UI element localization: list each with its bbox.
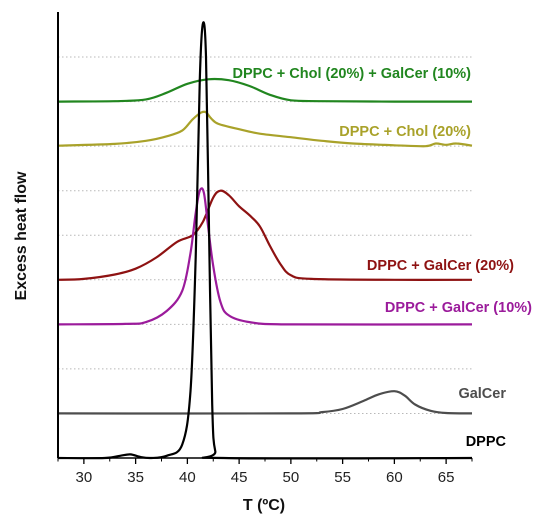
series-line-1 (57, 110, 473, 148)
series-line-3 (57, 187, 473, 326)
x-ticks: 30 35 40 45 50 55 60 65 (57, 458, 473, 486)
x-tick-label: 65 (438, 469, 455, 486)
x-tick-label: 55 (334, 469, 351, 486)
series-line-0 (57, 77, 473, 103)
x-tick-label: 35 (127, 469, 144, 486)
series-label-0: DPPC + Chol (20%) + GalCer (10%) (232, 66, 471, 82)
x-tick-label: 50 (283, 469, 300, 486)
series-labels: DPPC + Chol (20%) + GalCer (10%) DPPC + C… (232, 66, 532, 450)
x-tick-label: 45 (231, 469, 248, 486)
x-tick-label: 40 (179, 469, 196, 486)
x-tick-label: 60 (386, 469, 403, 486)
y-axis-title: Excess heat flow (13, 171, 30, 301)
series-label-1: DPPC + Chol (20%) (339, 124, 471, 140)
x-tick-label: 30 (76, 469, 93, 486)
series-line-4 (57, 390, 473, 415)
series-line-2 (57, 189, 473, 281)
series-line-5 (57, 21, 473, 460)
series-label-3: DPPC + GalCer (10%) (385, 300, 532, 316)
series-label-4: GalCer (458, 386, 506, 402)
series-label-5: DPPC (466, 434, 507, 450)
series-label-2: DPPC + GalCer (20%) (367, 258, 514, 274)
x-axis-title: T (ºC) (243, 497, 285, 514)
series-group (57, 21, 473, 460)
